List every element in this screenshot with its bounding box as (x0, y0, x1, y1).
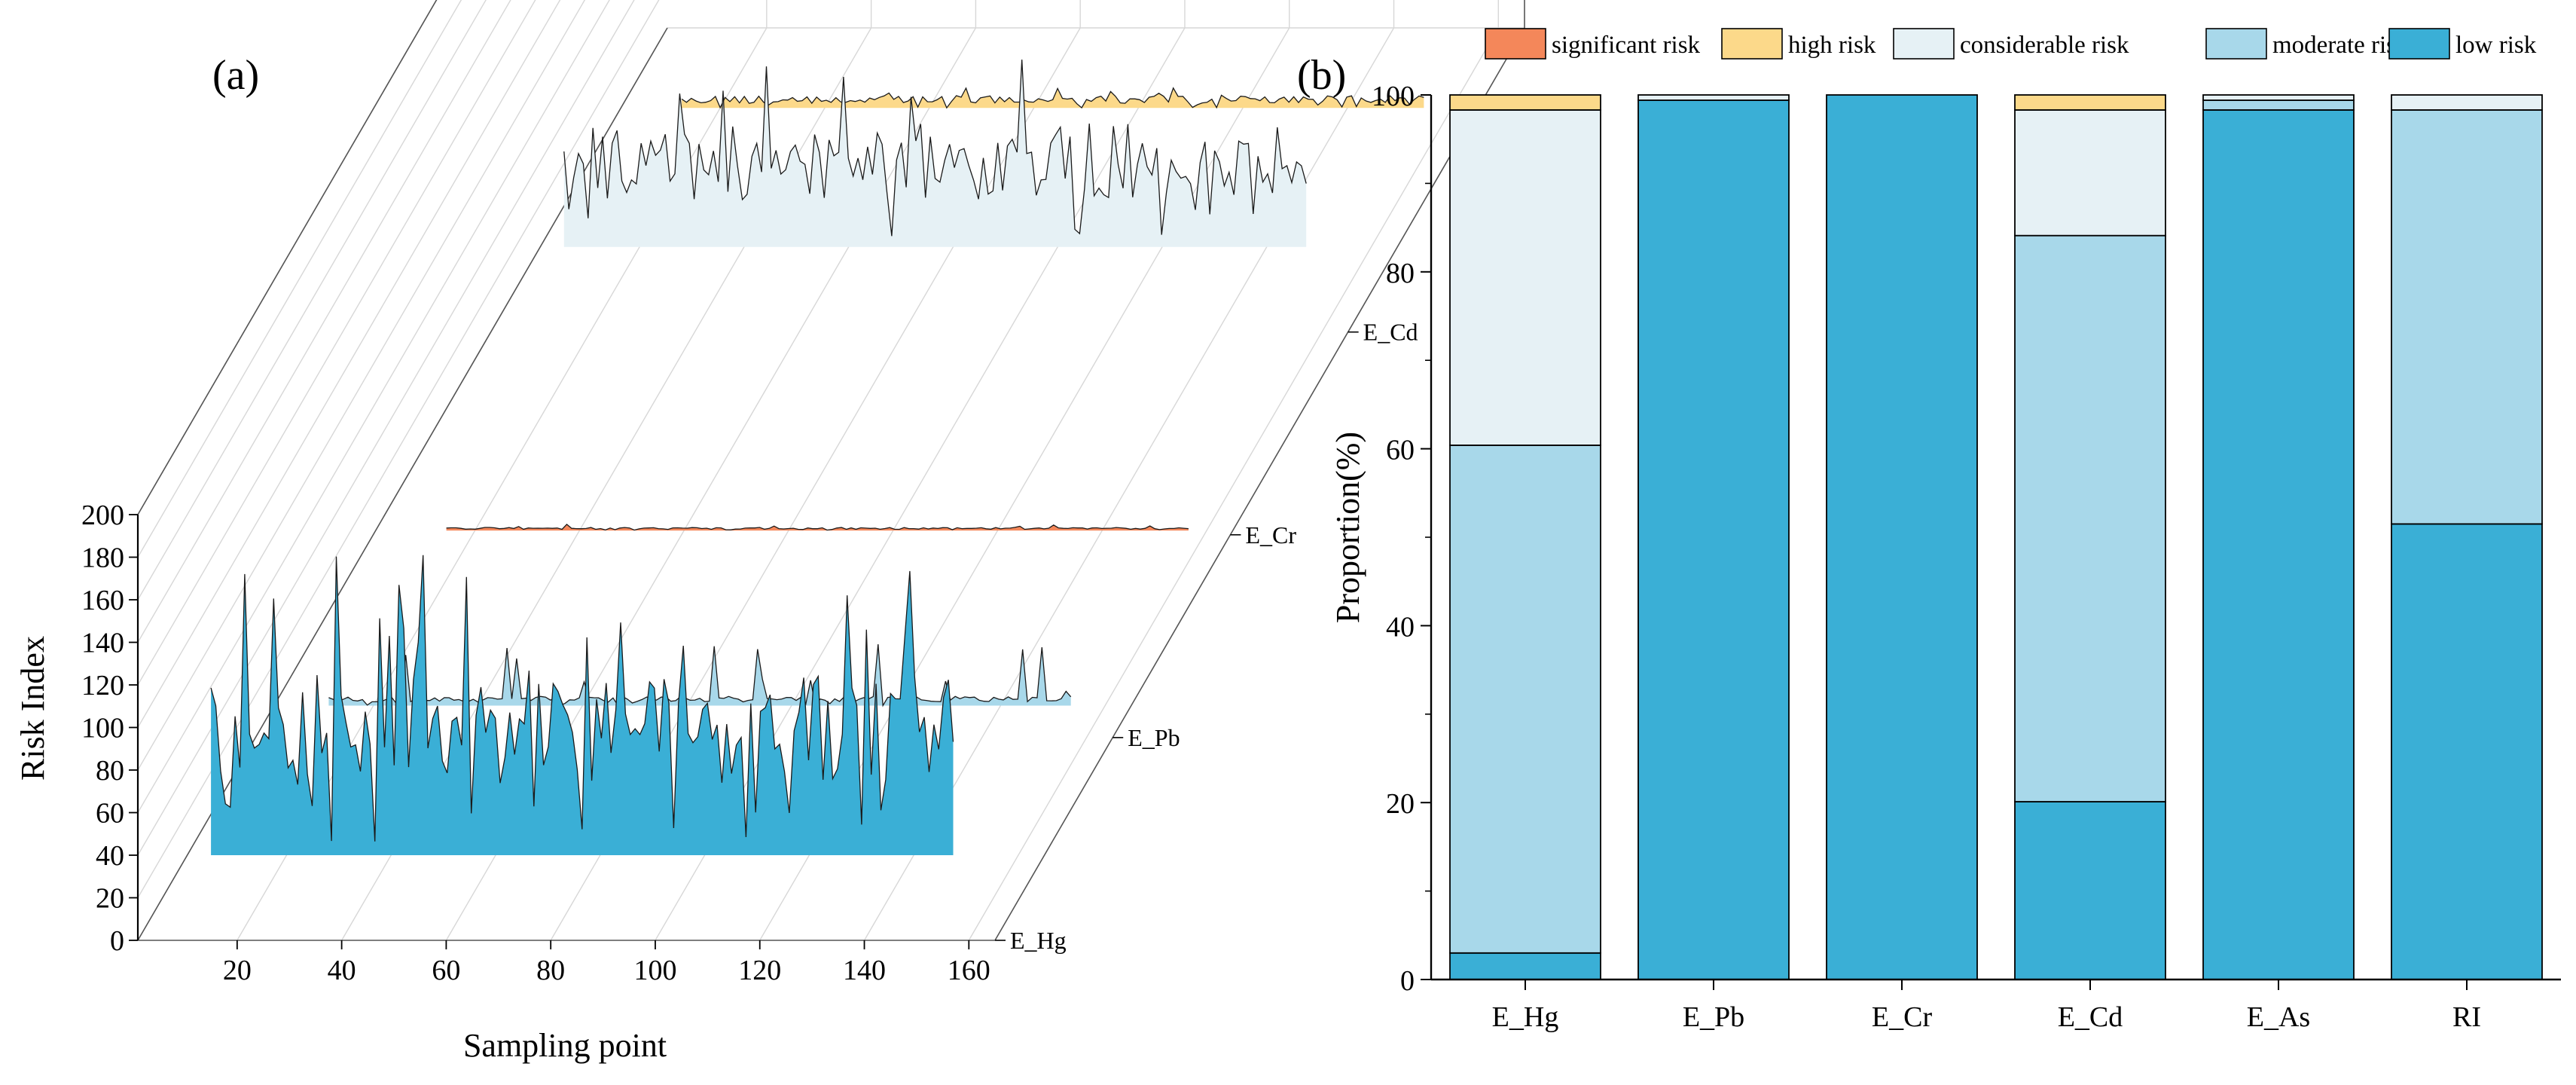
series-area-e-cd (563, 60, 1307, 247)
x-tick-label: RI (2452, 1001, 2481, 1033)
panel-a-3d-waterfall-chart: (a) E_AsE_CdE_CrE_PbE_Hg0204060801001201… (14, 0, 1534, 1064)
x-tick-label: 80 (536, 955, 565, 986)
series-line-e-hg (210, 555, 954, 842)
legend-swatch (1485, 28, 1546, 60)
x-tick-label: 160 (948, 955, 990, 986)
x-tick-label: E_As (2247, 1001, 2310, 1033)
bar-segment-low-risk (1637, 99, 1790, 980)
x-tick-label: 120 (738, 955, 781, 986)
y-tick-label: 40 (96, 840, 124, 872)
x-tick-label: 60 (432, 955, 460, 986)
bar-segment-low-risk (2014, 801, 2166, 980)
panel-a-ticks: E_AsE_CdE_CrE_PbE_Hg02040608010012014016… (81, 116, 1534, 986)
side-wall-gridline (137, 0, 610, 813)
panel-b-axes: E_Hg E_Pb E_Cr E_Cd E_As RI 0 20 40 60 80 100 (1372, 81, 2561, 1033)
bar-segment-low-risk (1826, 94, 1978, 980)
series-label: E_Hg (1010, 927, 1067, 954)
legend-label: moderate risk (2272, 32, 2409, 59)
panel-a-x-axis-title: Sampling point (463, 1027, 667, 1064)
panel-b-bars (1449, 94, 2543, 980)
y-tick-label: 20 (1386, 788, 1415, 820)
y-tick-label: 140 (81, 628, 124, 659)
side-wall-gridline (137, 0, 561, 728)
panel-b-y-axis-title: Proportion(%) (1329, 432, 1366, 623)
panel-b-legend: significant risk high risk considerable ri… (1485, 28, 2537, 60)
series-line-e-cr (446, 524, 1189, 531)
x-tick-label: E_Cr (1872, 1001, 1933, 1033)
series-area-e-cr (446, 524, 1189, 531)
series-line-e-cd (563, 60, 1307, 237)
series-line-e-pb (328, 643, 1072, 708)
x-tick-label: E_Pb (1683, 1001, 1744, 1033)
bar-segment-low-risk (2391, 523, 2543, 980)
bar-segment-moderate-risk (2391, 109, 2543, 525)
panel-a-label: (a) (212, 52, 259, 99)
x-tick-label: 20 (223, 955, 252, 986)
axis-box-edge (137, 0, 438, 515)
series-label: E_Cd (1363, 319, 1418, 346)
bar-segment-considerable-risk (1449, 109, 1601, 446)
y-tick-label: 0 (1400, 965, 1415, 997)
x-tick-label: 100 (633, 955, 676, 986)
bar-segment-moderate-risk (2014, 234, 2166, 802)
series-area-e-as (682, 87, 1424, 108)
side-wall-gridline (137, 0, 462, 558)
side-wall-gridline (137, 0, 635, 856)
y-tick-label: 40 (1386, 611, 1415, 643)
legend-label: significant risk (1552, 32, 1701, 59)
x-tick-label: 140 (843, 955, 886, 986)
legend-label: low risk (2455, 32, 2537, 59)
floor-gridline (968, 27, 1499, 941)
bar-segment-considerable-risk (2202, 94, 2355, 101)
legend-label: considerable risk (1960, 32, 2129, 59)
y-tick-label: 80 (96, 755, 124, 787)
y-tick-label: 0 (110, 925, 124, 957)
bar-segment-moderate-risk (1449, 445, 1601, 954)
bar-segment-high-risk (2014, 94, 2166, 111)
x-tick-label: 40 (328, 955, 356, 986)
y-tick-label: 200 (81, 500, 124, 531)
y-tick-label: 180 (81, 542, 124, 574)
y-tick-label: 20 (96, 883, 124, 915)
y-tick-label: 60 (1386, 435, 1415, 466)
bar-segment-low-risk (2202, 109, 2355, 980)
bar-segment-moderate-risk (2202, 99, 2355, 111)
legend-swatch (1721, 28, 1783, 60)
side-wall-gridline (137, 0, 511, 643)
side-wall-gridline (137, 0, 660, 898)
bar-segment-high-risk (1449, 94, 1601, 111)
series-area-e-hg (211, 555, 954, 855)
side-wall-gridline (137, 0, 536, 686)
panel-a-y-axis-title: Risk Index (14, 636, 51, 781)
x-tick-label: E_Cd (2058, 1001, 2123, 1033)
bar-segment-low-risk (1449, 952, 1601, 980)
series-line-e-as (681, 87, 1424, 109)
legend-swatch (1893, 28, 1955, 60)
series-label: E_Cr (1245, 521, 1296, 549)
y-tick-label: 120 (81, 670, 124, 701)
legend-label: high risk (1788, 32, 1876, 59)
y-tick-label: 100 (81, 713, 124, 744)
axis-box-edge (994, 27, 1525, 941)
bar-segment-considerable-risk (2014, 109, 2166, 237)
y-tick-label: 60 (96, 798, 124, 830)
bar-segment-considerable-risk (2391, 94, 2543, 111)
series-label: E_Pb (1128, 724, 1180, 751)
panel-b-stacked-bar-chart: (b) significant risk high risk considerabl… (1297, 28, 2561, 1033)
y-tick-label: 80 (1386, 258, 1415, 289)
series-area-e-pb (328, 644, 1071, 706)
panel-b-label: (b) (1297, 52, 1346, 99)
y-tick-label: 100 (1372, 81, 1415, 112)
panel-a-series (210, 60, 1424, 855)
side-wall-gridline (137, 0, 487, 601)
x-tick-label: E_Hg (1492, 1001, 1559, 1033)
bar-segment-considerable-risk (1637, 94, 1790, 101)
side-wall-gridline (137, 0, 586, 771)
legend-swatch (2388, 28, 2450, 60)
y-tick-label: 160 (81, 585, 124, 616)
legend-swatch (2205, 28, 2267, 60)
